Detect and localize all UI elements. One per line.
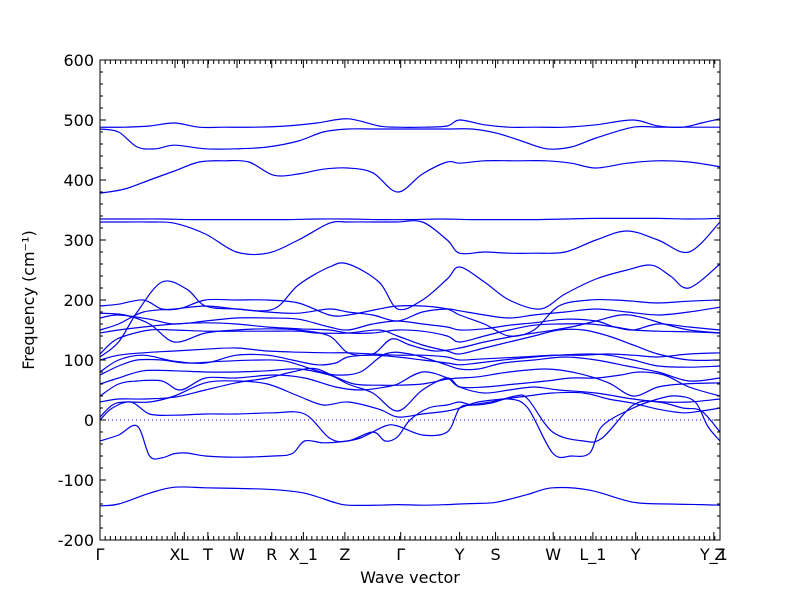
x-tick-label: T [202,545,213,564]
y-tick-label: 0 [84,411,94,430]
band-line-1 [99,486,721,507]
x-tick-label: X_1 [289,545,318,565]
x-tick-label: X [170,545,181,564]
band-line-5 [99,367,721,412]
band-line-17 [99,305,721,331]
x-tick-label: R [266,545,277,564]
band-line-3 [99,394,721,443]
band-line-16 [99,262,721,358]
x-tick-label: Y_1 [699,545,728,565]
band-line-7 [99,368,721,397]
x-tick-label: Z [715,545,726,564]
x-tick-label: Y [630,545,641,564]
x-tick-label: W [229,545,245,564]
y-tick-label: -200 [58,531,94,550]
x-tick-label: Γ [396,545,405,564]
x-tick-label: L_1 [579,545,606,565]
band-line-2 [99,395,721,460]
x-axis-label: Wave vector [360,568,460,587]
y-tick-label: -100 [58,471,94,490]
x-tick-label: Z [339,545,350,564]
band-line-4 [99,380,721,418]
band-line-14 [99,312,721,357]
band-line-21 [99,125,720,150]
band-line-22 [99,118,721,129]
x-tick-label: L [180,545,189,564]
x-axis-ticks: Γ X L T W R X_1 Z Γ Y S W L_1 Y Y_1Z [96,60,728,565]
y-tick-label: 600 [63,51,94,70]
band-line-18 [100,220,721,256]
plot-frame [99,59,721,541]
x-tick-label: Γ [96,545,105,564]
series-layer [99,118,721,507]
y-axis-label: Frequency (cm⁻¹) [19,230,38,369]
band-line-10 [99,347,721,361]
y-tick-label: 500 [63,111,94,130]
band-line-11 [99,328,721,362]
y-tick-label: 100 [63,351,94,370]
band-line-19 [99,217,721,221]
x-tick-label: Y [454,545,465,564]
band-line-13 [99,314,721,331]
band-line-6 [99,371,721,397]
band-line-20 [99,159,721,194]
y-tick-label: 400 [63,171,94,190]
y-tick-label: 200 [63,291,94,310]
x-tick-label: W [545,545,561,564]
x-tick-label: S [490,545,500,564]
band-line-9 [99,353,721,373]
y-tick-label: 300 [63,231,94,250]
